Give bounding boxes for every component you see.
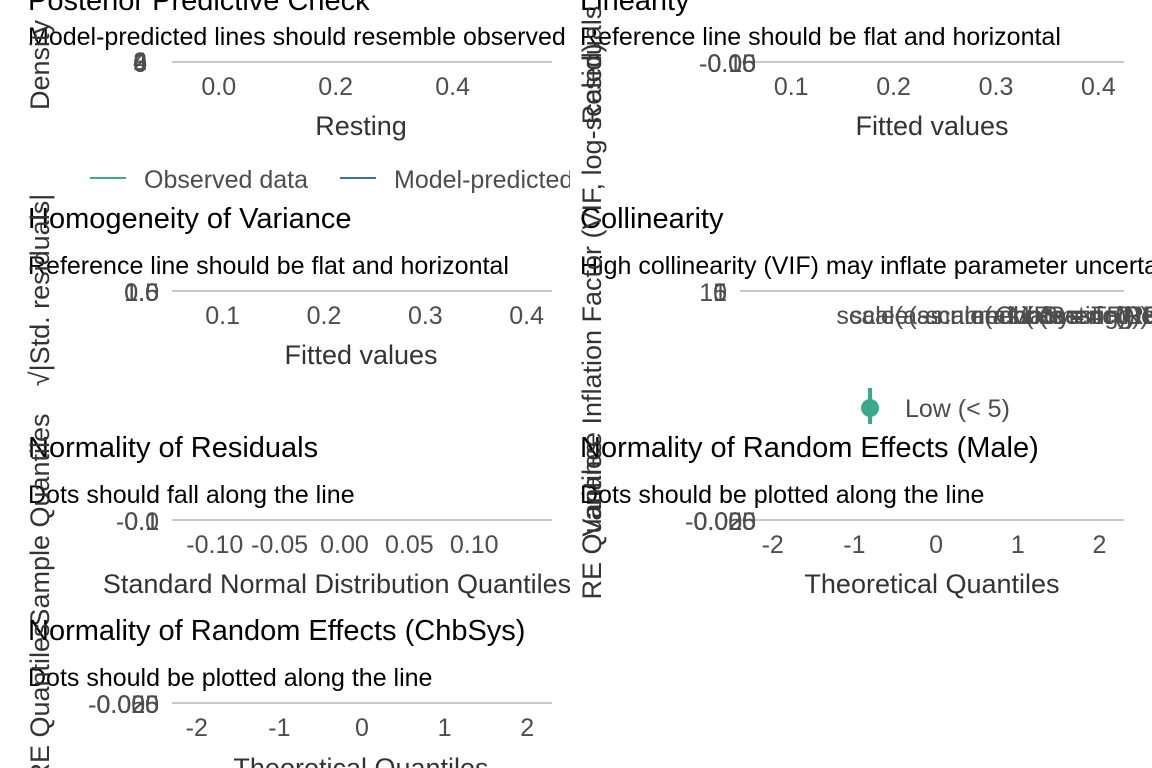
panel-title: Normality of Random Effects (Male) — [580, 432, 1039, 464]
legend-label: Model-predicted data — [394, 166, 629, 194]
legend-label: Observed data — [144, 166, 308, 194]
legend-entry: Low (< 5) — [861, 388, 1010, 424]
y-tick-label: -0.1 — [116, 508, 159, 536]
x-tick-label: Male = TRUE — [1009, 302, 1152, 330]
x-tick-label: ChbSys = TRUE — [995, 302, 1152, 330]
panel-title: Homogeneity of Variance — [28, 203, 351, 235]
y-tick-label: 1.0 — [124, 279, 159, 307]
x-tick-label: scale(as.numeric(Resting)):ChbSys = TRUE — [836, 302, 1152, 330]
x-tick-label: 2 — [1093, 531, 1107, 559]
legend-entry: Model-predicted data — [340, 166, 629, 194]
y-tick-label: -0.025 — [88, 691, 159, 719]
x-tick-label: 0.10 — [450, 531, 499, 559]
x-tick-label: 2 — [520, 714, 534, 742]
x-tick-label: -2 — [762, 531, 784, 559]
panel-title: Linearity — [580, 0, 690, 17]
x-tick-label: 0.05 — [385, 531, 434, 559]
y-tick-label: 0.5 — [124, 279, 159, 307]
legend-label: Low (< 5) — [905, 395, 1010, 423]
y-tick-label: 6 — [133, 50, 147, 78]
panel-collinearity: Collinearity High collinearity (VIF) may … — [577, 43, 1152, 536]
x-axis-label: Fitted values — [855, 111, 1008, 141]
x-tick-label: 0.1 — [205, 302, 240, 330]
panel-subtitle: Reference line should be flat and horizo… — [28, 252, 509, 280]
x-tick-label: 0.4 — [509, 302, 544, 330]
x-tick-label: -0.05 — [251, 531, 308, 559]
y-axis-label: RE Quantiles — [577, 440, 607, 599]
panel-subtitle: Dots should be plotted along the line — [580, 481, 984, 509]
x-tick-label: 0.4 — [1081, 73, 1116, 101]
x-tick-label: -2 — [186, 714, 208, 742]
x-tick-label: 0.1 — [774, 73, 809, 101]
x-tick-label: 1 — [1011, 531, 1025, 559]
x-tick-label: 0.2 — [307, 302, 342, 330]
y-tick-label: 0.00 — [707, 50, 756, 78]
legend-entry: Observed data — [90, 166, 308, 194]
y-tick-label: 0.0 — [124, 508, 159, 536]
y-tick-label: -0.05 — [699, 50, 756, 78]
y-axis-label: Residuals — [577, 6, 607, 125]
y-tick-label: -0.050 — [685, 508, 756, 536]
y-tick-label: 0.0 — [124, 279, 159, 307]
panel-title: Posterior Predictive Check — [28, 0, 370, 17]
panel-title: Collinearity — [580, 203, 724, 235]
panel-subtitle: Dots should fall along the line — [28, 481, 355, 509]
y-tick-label: -0.050 — [88, 691, 159, 719]
y-tick-label: 0 — [133, 50, 147, 78]
panel-ppc: Posterior Predictive Check Model-predicte… — [25, 0, 667, 194]
y-tick-label: 0.1 — [124, 508, 159, 536]
x-tick-label: -0.10 — [186, 531, 243, 559]
x-tick-label: 0 — [929, 531, 943, 559]
legend-point-key — [861, 399, 879, 417]
y-tick-label: 0.000 — [96, 691, 159, 719]
panel-subtitle: Reference line should be flat and horizo… — [580, 23, 1061, 51]
x-tick-label: 0.0 — [201, 73, 236, 101]
y-tick-label: 0.05 — [707, 50, 756, 78]
panel-title: Normality of Random Effects (ChbSys) — [28, 615, 525, 647]
panel-normality_residuals: Normality of Residuals Dots should fall a… — [25, 413, 571, 626]
x-tick-label: -1 — [843, 531, 865, 559]
y-axis-label: Sample Quantiles — [25, 413, 55, 626]
y-axis-label: Variance Inflation Factor (VIF, log-scal… — [577, 43, 607, 536]
x-tick-label: 0.00 — [320, 531, 369, 559]
x-tick-label: 0 — [355, 714, 369, 742]
panel-re_male: Normality of Random Effects (Male) Dots s… — [577, 432, 1124, 600]
panel-title: Normality of Residuals — [28, 432, 318, 464]
y-tick-label: 0.000 — [693, 508, 756, 536]
x-axis-label: Theoretical Quantiles — [233, 753, 488, 768]
panel-linearity: Linearity Reference line should be flat a… — [577, 0, 1124, 141]
panel-subtitle: Model-predicted lines should resemble ob… — [28, 23, 667, 51]
x-tick-label: 0.2 — [876, 73, 911, 101]
panel-homogeneity: Homogeneity of Variance Reference line sh… — [25, 194, 552, 386]
x-tick-label: 0.3 — [408, 302, 443, 330]
panel-subtitle: Dots should be plotted along the line — [28, 664, 432, 692]
x-tick-label: 0.4 — [435, 73, 470, 101]
y-tick-label: 4 — [133, 48, 147, 76]
panel-subtitle: High collinearity (VIF) may inflate para… — [580, 252, 1152, 280]
y-tick-label: 10 — [699, 279, 727, 307]
x-tick-label: -1 — [268, 714, 290, 742]
x-tick-label: scale(as.numeric(Resting)) — [926, 302, 1152, 330]
y-axis-label: √|Std. residuals| — [25, 194, 55, 386]
y-tick-label: 1 — [713, 279, 727, 307]
x-tick-label: 1 — [438, 714, 452, 742]
x-tick-label: scale(as.numeric(Resting)):Male = TRUE — [850, 302, 1152, 330]
x-axis-label: Resting — [315, 111, 407, 141]
y-tick-label: 0.025 — [96, 691, 159, 719]
y-tick-label: -0.10 — [699, 50, 756, 78]
y-tick-label: -0.025 — [685, 508, 756, 536]
y-axis-label: Density — [25, 19, 55, 110]
x-tick-label: 0.2 — [318, 73, 353, 101]
x-axis-label: Fitted values — [284, 340, 437, 370]
y-tick-label: 0.025 — [693, 508, 756, 536]
y-axis-label: RE Quantiles — [25, 623, 55, 768]
x-axis-label: Standard Normal Distribution Quantiles — [103, 569, 571, 599]
panel-re_chbsys: Normality of Random Effects (ChbSys) Dots… — [25, 615, 552, 768]
x-tick-label: 0.3 — [979, 73, 1014, 101]
y-tick-label: 5 — [713, 279, 727, 307]
y-tick-label: 1.5 — [124, 279, 159, 307]
y-tick-label: 2 — [133, 48, 147, 76]
x-axis-label: Theoretical Quantiles — [804, 569, 1059, 599]
